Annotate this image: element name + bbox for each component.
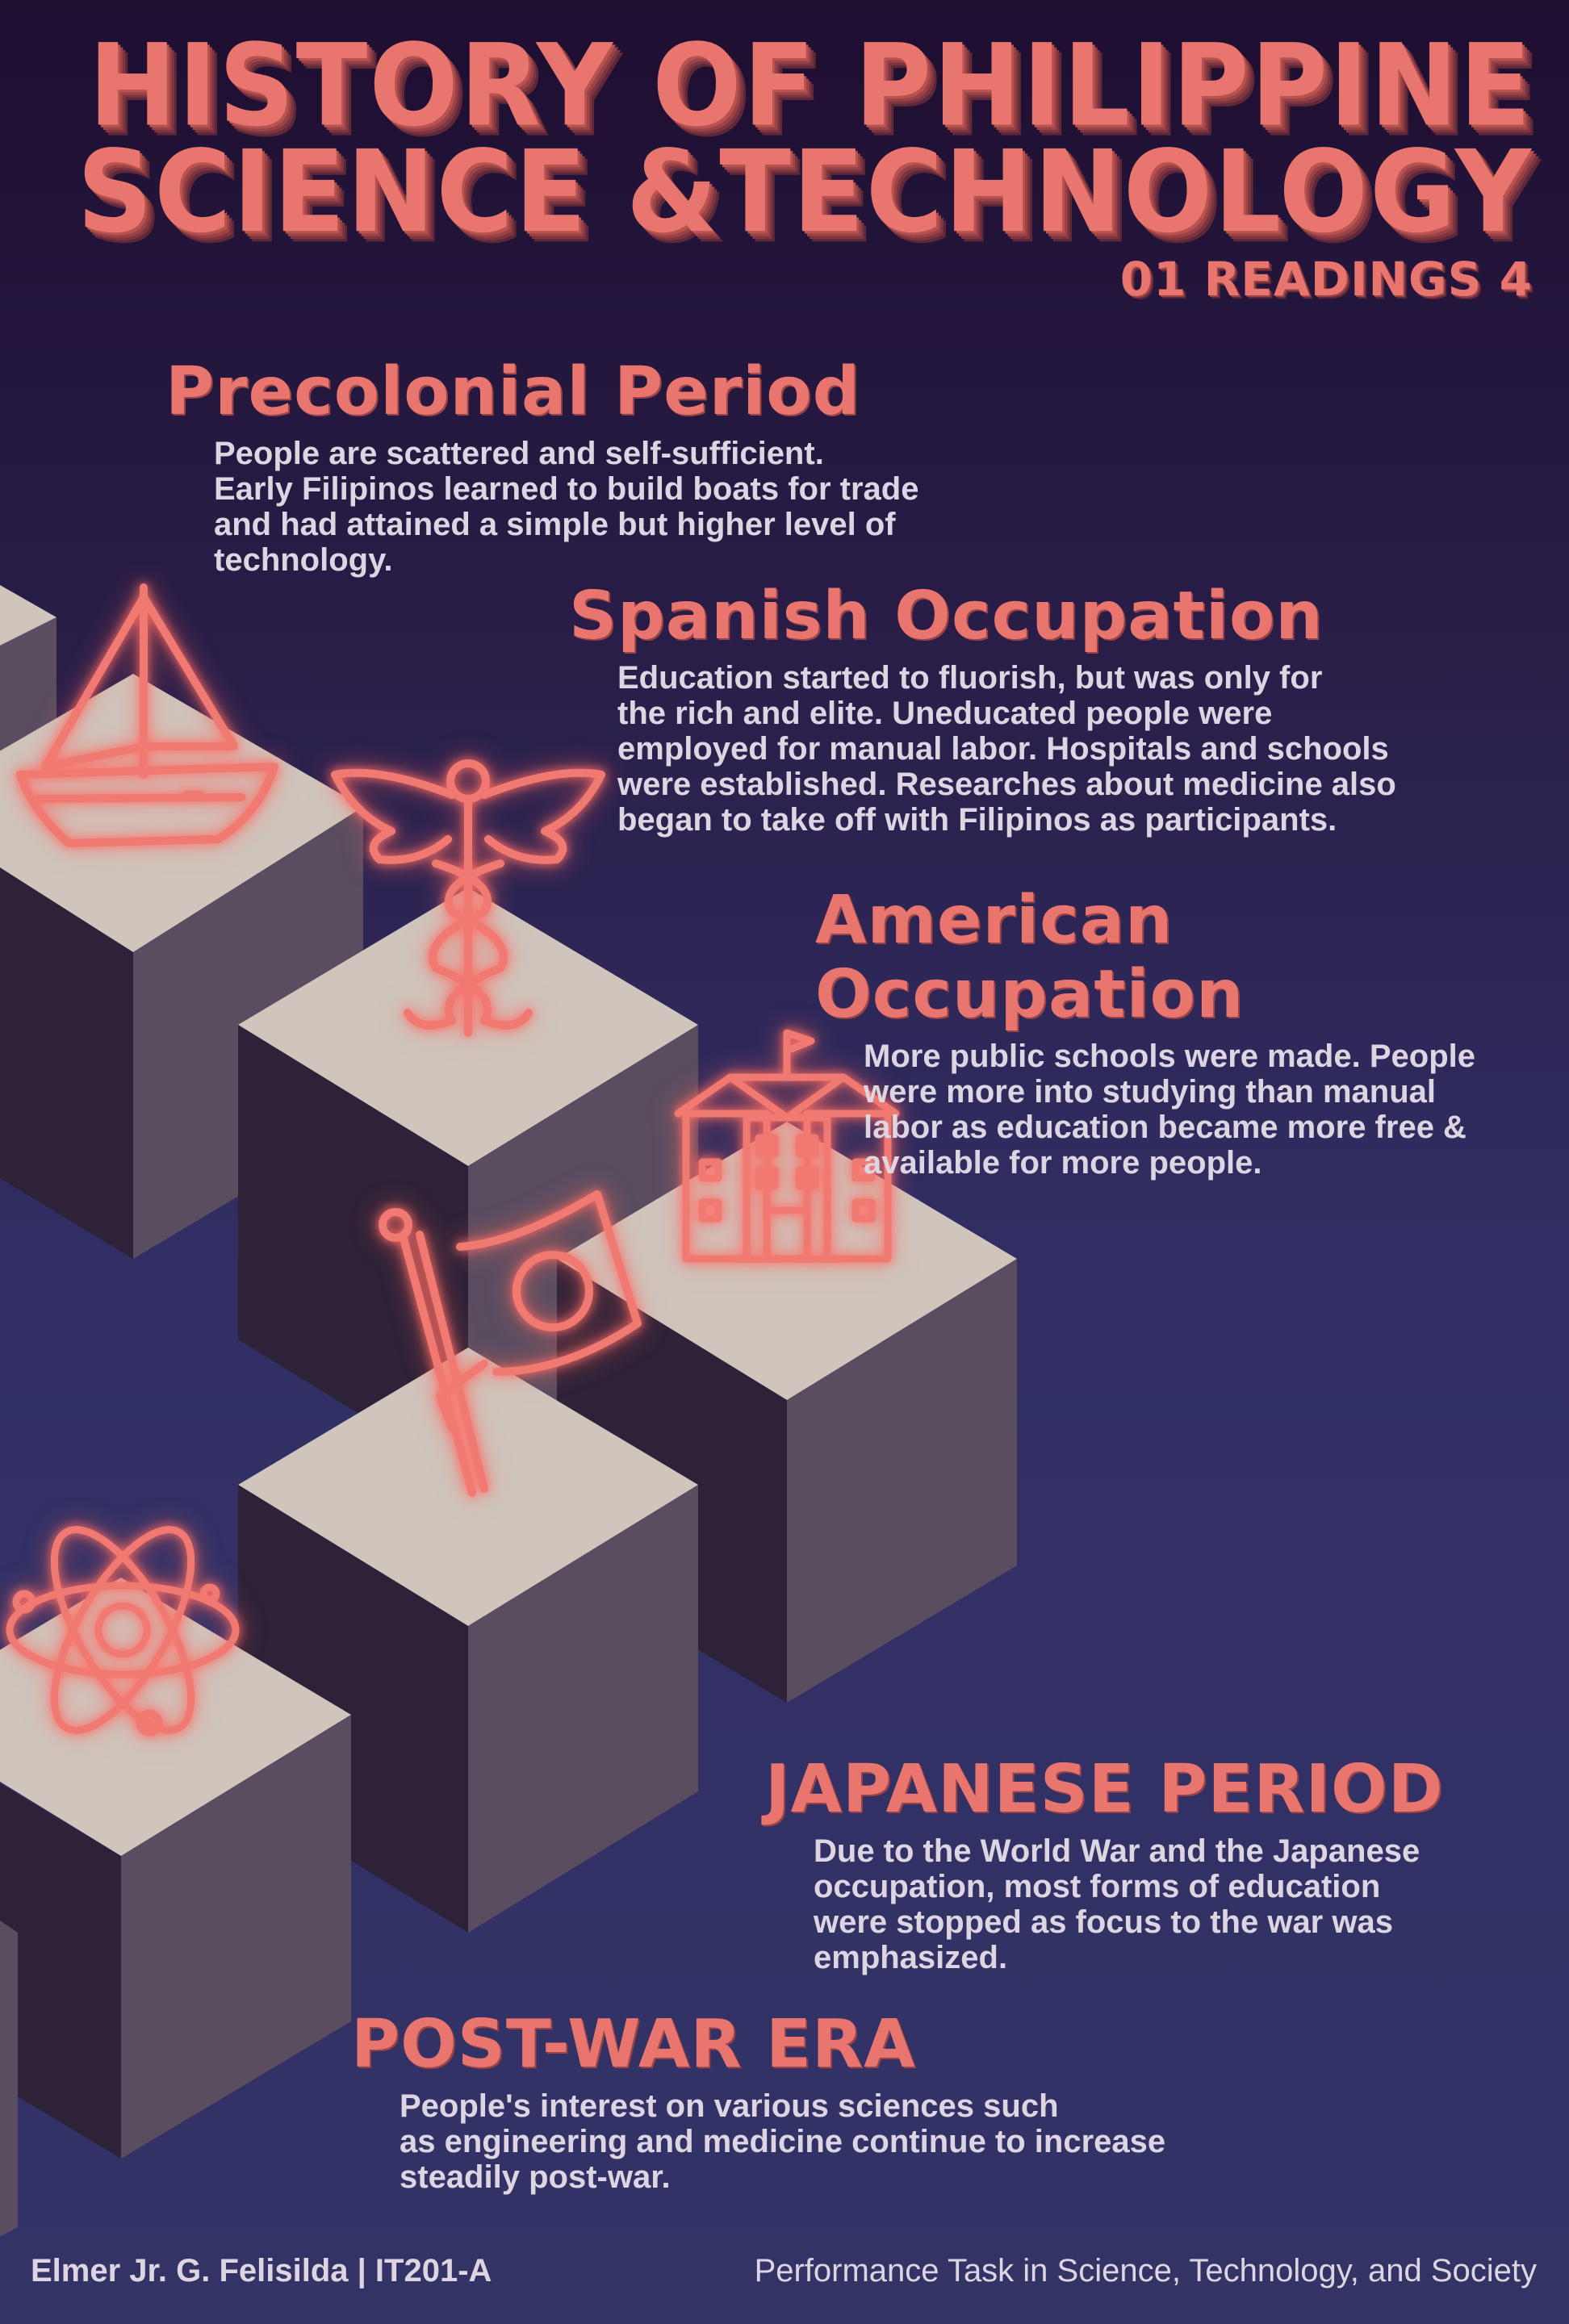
period-japanese: JAPANESE PERIOD Due to the World War and… (765, 1751, 1444, 1976)
period-title: Precolonial Period (165, 353, 861, 430)
period-title: American Occupation (815, 882, 1245, 1033)
period-description: People's interest on various sciences su… (400, 2088, 1166, 2195)
title-line-1: HISTORY OF PHILIPPINE (88, 19, 1533, 152)
period-description: People are scattered and self-sufficient… (214, 436, 919, 578)
period-description: Due to the World War and the Japanese oc… (814, 1833, 1420, 1975)
period-title: Spanish Occupation (569, 578, 1324, 654)
footer-course: Performance Task in Science, Technology,… (754, 2253, 1537, 2288)
period-title: POST-WAR ERA (351, 2006, 916, 2083)
cube-edge-bottom (0, 1921, 18, 2237)
atom-icon (6, 1526, 240, 1737)
period-description: More public schools were made. People we… (864, 1039, 1475, 1181)
title-line-2: SCIENCE &TECHNOLOGY (77, 125, 1533, 258)
period-spanish: Spanish Occupation Education started to … (569, 579, 1396, 838)
footer-author: Elmer Jr. G. Felisilda | IT201-A (31, 2253, 492, 2288)
period-description: Education started to fluorish, but was o… (617, 660, 1396, 838)
period-precolonial: Precolonial Period People are scattered … (165, 353, 919, 579)
sailboat-icon (16, 583, 278, 847)
cube-5 (0, 1578, 351, 2159)
subtitle: 01 READINGS 4 (1119, 252, 1533, 307)
cube-3 (557, 1122, 1017, 1703)
school-icon (674, 1029, 900, 1263)
poster-title: HISTORY OF PHILIPPINE SCIENCE &TECHNOLOG… (77, 19, 1533, 258)
period-title: JAPANESE PERIOD (765, 1751, 1444, 1828)
period-american: American Occupation More public schools … (815, 884, 1569, 1181)
japan-flag-icon (379, 1190, 642, 1497)
caduceus-icon (331, 759, 605, 1037)
period-post-war: POST-WAR ERA People's interest on variou… (351, 2006, 1166, 2196)
